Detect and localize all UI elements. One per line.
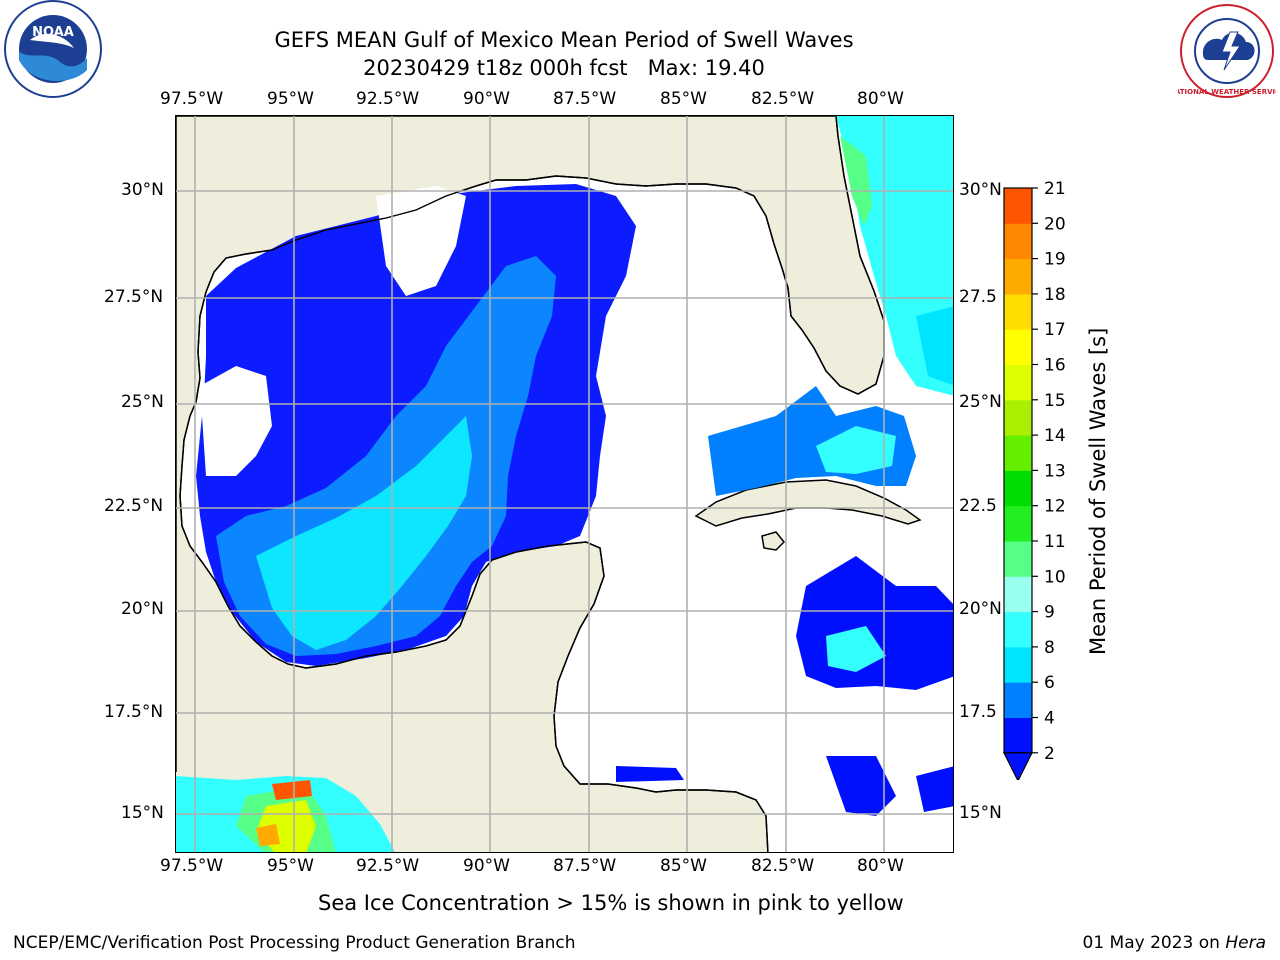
colorbar-band [1004,435,1032,471]
colorbar-extend-arrow [1003,752,1033,783]
colorbar-tick-label: 14 [1044,426,1066,446]
colorbar-segments [1003,187,1033,783]
land-isla-juventud [761,531,786,551]
colorbar-band [1004,541,1032,577]
swell-field-atlantic [836,116,953,396]
lat-label: 17.5°N [104,702,164,722]
colorbar-label: Mean Period of Swell Waves [s] [1086,327,1110,655]
lon-label: 82.5°W [751,89,815,109]
colorbar-tick-label: 10 [1044,567,1066,587]
colorbar-tick-label: 16 [1044,356,1066,376]
map-canvas [176,116,953,852]
colorbar-tick-label: 20 [1044,214,1066,234]
colorbar: 2 4 6 8 9 10 11 12 13 14 15 16 17 18 19 20 21 [996,179,1106,783]
footer-host: Hera [1225,933,1266,953]
colorbar-tick-label: 9 [1044,603,1055,623]
lat-label: 25°N [959,392,1002,412]
lon-label: 97.5°W [160,856,224,876]
chart-title: GEFS MEAN Gulf of Mexico Mean Period of … [274,28,854,52]
lat-label: 22.5°N [104,496,164,516]
swell-field-gulf [196,184,636,666]
lat-label: 20°N [959,599,1002,619]
lon-label: 92.5°W [356,89,420,109]
lon-label: 87.5°W [553,89,617,109]
lon-label: 82.5°W [751,856,815,876]
coastline [179,116,885,852]
colorbar-band [1004,258,1032,295]
colorbar-tick-label: 21 [1044,180,1066,199]
lat-label: 22.5 [959,496,997,516]
footer-credit: NCEP/EMC/Verification Post Processing Pr… [13,933,576,953]
colorbar-tick-label: 15 [1044,391,1066,411]
colorbar-band [1004,717,1032,754]
graticule [176,116,953,852]
lat-label: 20°N [121,599,164,619]
footer-date: 01 May 2023 on Hera [1083,933,1267,953]
lat-label: 15°N [959,803,1002,823]
colorbar-tick-label: 18 [1044,285,1066,305]
colorbar-tick-label: 6 [1044,673,1055,693]
colorbar-band [1004,293,1032,330]
colorbar-tick-label: 13 [1044,461,1066,481]
lon-label: 80°W [857,89,904,109]
colorbar-band [1004,576,1032,613]
colorbar-tick-label: 2 [1044,744,1055,764]
lon-label: 92.5°W [356,856,420,876]
lon-label: 95°W [267,89,314,109]
noaa-logo-text: NOAA [32,25,74,40]
lon-label: 87.5°W [553,856,617,876]
lon-label: 97.5°W [160,89,224,109]
map-panel [175,115,954,853]
noaa-logo: NOAA [2,0,104,100]
lon-label: 90°W [463,856,510,876]
lat-label: 17.5 [959,702,997,722]
colorbar-band [1004,470,1032,507]
colorbar-tick-label: 11 [1044,532,1066,552]
nws-logo-text: NATIONAL WEATHER SERVICE [1178,88,1276,96]
lat-label: 15°N [121,803,164,823]
lat-label: 27.5°N [104,287,164,307]
colorbar-band [1004,364,1032,401]
lon-label: 85°W [660,856,707,876]
colorbar-band [1004,223,1032,260]
colorbar-band [1004,399,1032,436]
colorbar-ticks: 2 4 6 8 9 10 11 12 13 14 15 16 17 18 19 20 21 [1032,179,1066,764]
colorbar-band [1004,682,1032,718]
nws-logo: NATIONAL WEATHER SERVICE [1169,2,1280,100]
colorbar-tick-label: 8 [1044,638,1055,658]
colorbar-tick-label: 12 [1044,497,1066,517]
lon-label: 85°W [660,89,707,109]
colorbar-canvas: 2 4 6 8 9 10 11 12 13 14 15 16 17 18 19 20 21 [1003,179,1066,783]
colorbar-tick-label: 19 [1044,250,1066,270]
colorbar-tick-label: 4 [1044,709,1055,729]
lat-label: 25°N [121,392,164,412]
lon-label: 90°W [463,89,510,109]
colorbar-band [1004,188,1032,224]
colorbar-band [1004,646,1032,683]
lon-label: 95°W [267,856,314,876]
lat-label: 27.5 [959,287,997,307]
swell-field-caribbean [616,386,953,816]
sea-ice-note: Sea Ice Concentration > 15% is shown in … [318,891,904,915]
lat-label: 30°N [121,180,164,200]
colorbar-band [1004,329,1032,365]
colorbar-tick-label: 17 [1044,320,1066,340]
chart-subtitle: 20230429 t18z 000h fcst Max: 19.40 [363,56,765,80]
footer-date-text: 01 May 2023 on [1082,933,1220,953]
colorbar-band [1004,611,1032,648]
lat-label: 30°N [959,180,1002,200]
colorbar-band [1004,505,1032,542]
land-cuba [694,479,922,527]
lon-label: 80°W [857,856,904,876]
